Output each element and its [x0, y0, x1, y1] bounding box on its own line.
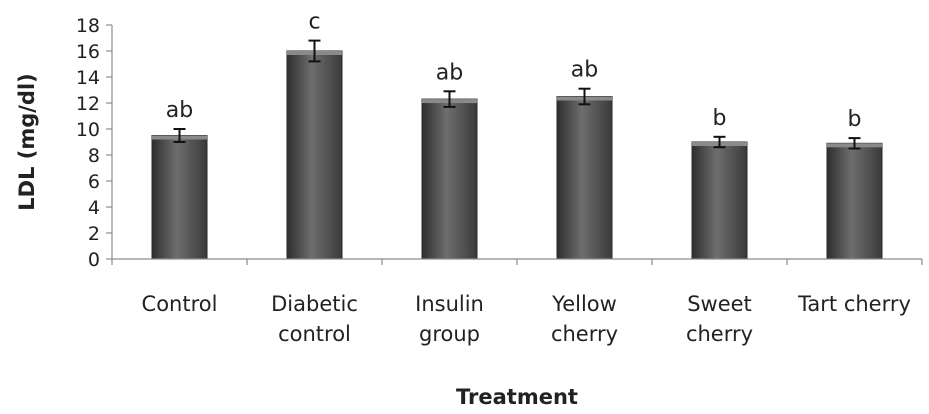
bar	[826, 142, 883, 260]
x-category-label: Tart cherry	[797, 292, 911, 316]
significance-label: ab	[166, 98, 193, 123]
x-category-label: Control	[142, 292, 218, 316]
significance-label: c	[308, 10, 320, 35]
x-category-label: Sweet cherry	[686, 292, 753, 346]
significance-label: ab	[571, 58, 598, 83]
y-tick-label: 18	[76, 15, 100, 37]
bar	[691, 141, 748, 260]
bar	[556, 96, 613, 260]
y-tick-label: 4	[88, 197, 100, 219]
x-category-label: Yellow cherry	[551, 292, 618, 346]
y-tick-label: 12	[76, 93, 100, 115]
bar	[421, 98, 478, 260]
y-tick-label: 14	[76, 67, 100, 89]
bar	[286, 50, 343, 260]
y-tick-label: 2	[88, 223, 100, 245]
y-tick-label: 0	[88, 249, 100, 271]
x-axis-title: Treatment	[456, 385, 578, 409]
bars: ab c ab ab b b	[151, 10, 883, 260]
significance-label: b	[713, 106, 727, 131]
x-axis-categories: Control Diabetic control Insulin group Yellow…	[142, 292, 911, 346]
y-tick-label: 16	[76, 41, 100, 63]
y-tick-label: 8	[88, 145, 100, 167]
y-tick-label: 10	[76, 119, 100, 141]
x-category-label: Diabetic control	[271, 292, 358, 346]
y-axis-title: LDL (mg/dl)	[15, 73, 39, 211]
x-category-label: Insulin group	[415, 292, 484, 346]
y-axis-ticks: 0 2 4 6 8 10 12 14 16 18	[76, 15, 923, 271]
significance-label: ab	[436, 60, 463, 85]
bar	[151, 135, 208, 260]
y-tick-label: 6	[88, 171, 100, 193]
significance-label: b	[848, 107, 862, 132]
